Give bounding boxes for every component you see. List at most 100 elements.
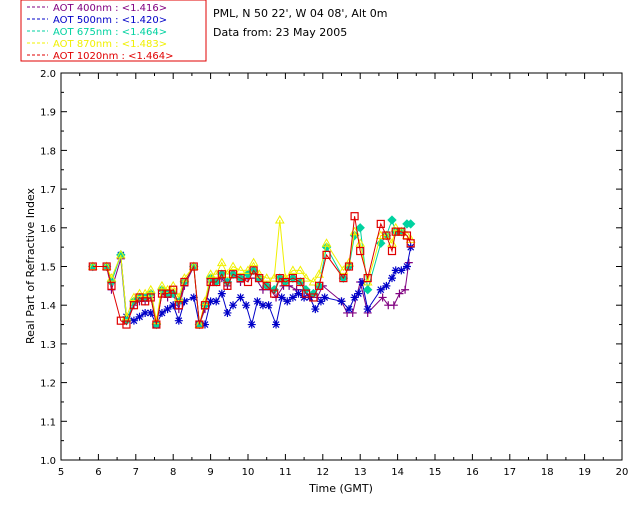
data-point bbox=[157, 280, 167, 290]
data-point bbox=[363, 274, 372, 283]
data-point bbox=[390, 222, 401, 232]
data-point bbox=[274, 215, 285, 224]
data-point bbox=[180, 297, 189, 306]
data-point bbox=[223, 308, 232, 317]
legend-entry: AOT 500nm : <1.420> bbox=[27, 15, 167, 26]
data-point bbox=[189, 293, 198, 302]
data-point bbox=[146, 293, 155, 302]
legend-entry: AOT 1020nm : <1.464> bbox=[27, 51, 173, 62]
data-point bbox=[163, 305, 172, 314]
data-point bbox=[235, 265, 246, 274]
data-point bbox=[229, 301, 238, 310]
y-tick-label: 1.1 bbox=[40, 417, 56, 428]
data-point bbox=[389, 301, 398, 310]
x-tick-label: 12 bbox=[316, 467, 329, 478]
data-point bbox=[301, 273, 311, 282]
data-point bbox=[243, 277, 253, 287]
data-point bbox=[200, 301, 210, 310]
legend-entry: AOT 400nm : <1.416> bbox=[27, 3, 167, 14]
y-axis-label: Real Part of Refractive Index bbox=[24, 187, 37, 344]
data-point bbox=[294, 289, 303, 298]
y-tick-label: 1.7 bbox=[40, 185, 56, 196]
data-point bbox=[249, 266, 258, 275]
data-point bbox=[152, 320, 161, 329]
data-point bbox=[121, 311, 132, 321]
data-point bbox=[382, 281, 391, 290]
data-point bbox=[180, 277, 189, 287]
x-tick-label: 10 bbox=[242, 467, 255, 478]
data-point bbox=[107, 281, 116, 290]
data-point bbox=[350, 212, 359, 221]
data-point bbox=[255, 274, 264, 283]
data-point bbox=[382, 231, 391, 240]
legend-label: AOT 400nm : <1.416> bbox=[53, 3, 167, 14]
data-point bbox=[195, 320, 204, 329]
data-point bbox=[206, 277, 215, 287]
data-point bbox=[378, 293, 387, 302]
data-point bbox=[169, 285, 178, 294]
data-point bbox=[200, 320, 209, 329]
data-point bbox=[355, 223, 365, 233]
data-point bbox=[355, 238, 366, 247]
y-tick-label: 1.4 bbox=[40, 301, 56, 312]
data-point bbox=[174, 301, 183, 310]
y-tick-label: 1.9 bbox=[40, 108, 56, 119]
series-layer bbox=[87, 212, 416, 330]
data-point bbox=[129, 301, 139, 310]
x-tick-label: 18 bbox=[541, 467, 554, 478]
data-point bbox=[402, 262, 411, 271]
x-tick-label: 7 bbox=[133, 467, 139, 478]
data-point bbox=[356, 246, 365, 256]
data-point bbox=[102, 262, 111, 271]
data-point bbox=[337, 297, 346, 306]
x-tick-label: 16 bbox=[466, 467, 479, 478]
legend-entry: AOT 675nm : <1.464> bbox=[27, 27, 167, 38]
data-point bbox=[247, 320, 256, 329]
data-point bbox=[405, 219, 416, 229]
x-tick-label: 13 bbox=[354, 467, 367, 478]
data-point bbox=[395, 289, 404, 298]
legend-label: AOT 1020nm : <1.464> bbox=[53, 51, 173, 62]
data-point bbox=[134, 288, 145, 298]
date-label: Data from: 23 May 2005 bbox=[213, 26, 347, 39]
data-point bbox=[174, 316, 183, 325]
data-point bbox=[212, 277, 221, 287]
data-point bbox=[169, 301, 178, 310]
x-tick-label: 8 bbox=[170, 467, 176, 478]
data-point bbox=[295, 265, 306, 274]
x-tick-label: 9 bbox=[207, 467, 213, 478]
data-point bbox=[248, 257, 259, 267]
axes: 5 6 7 8 9 10 11 12 13 14 15 16 17 18 19 20 1.0 1.1 1.2 1.3 1… bbox=[40, 69, 628, 478]
data-point bbox=[270, 289, 279, 298]
legend-label: AOT 675nm : <1.464> bbox=[53, 27, 167, 38]
data-point bbox=[261, 273, 272, 282]
data-point bbox=[387, 215, 397, 225]
series-line bbox=[92, 216, 412, 326]
data-point bbox=[283, 297, 292, 306]
data-point bbox=[358, 277, 367, 286]
data-point bbox=[320, 293, 329, 302]
data-point bbox=[350, 293, 359, 302]
data-point bbox=[344, 305, 353, 314]
x-tick-label: 15 bbox=[429, 467, 442, 478]
x-tick-label: 20 bbox=[616, 467, 629, 478]
data-point bbox=[262, 281, 271, 290]
data-point bbox=[402, 231, 412, 240]
data-point bbox=[376, 219, 385, 229]
y-tick-label: 1.3 bbox=[40, 340, 56, 351]
data-point bbox=[228, 261, 238, 270]
data-point bbox=[253, 297, 262, 306]
data-point bbox=[288, 265, 298, 274]
data-point bbox=[321, 238, 332, 247]
data-point bbox=[129, 316, 138, 325]
x-tick-label: 14 bbox=[391, 467, 404, 478]
data-point bbox=[316, 297, 325, 306]
y-tick-label: 1.0 bbox=[40, 456, 56, 467]
data-point bbox=[406, 239, 415, 248]
legend-label: AOT 870nm : <1.483> bbox=[53, 39, 167, 50]
data-point bbox=[387, 246, 397, 256]
data-point bbox=[122, 320, 131, 329]
legend-entry: AOT 870nm : <1.483> bbox=[27, 39, 167, 50]
data-point bbox=[322, 250, 331, 259]
